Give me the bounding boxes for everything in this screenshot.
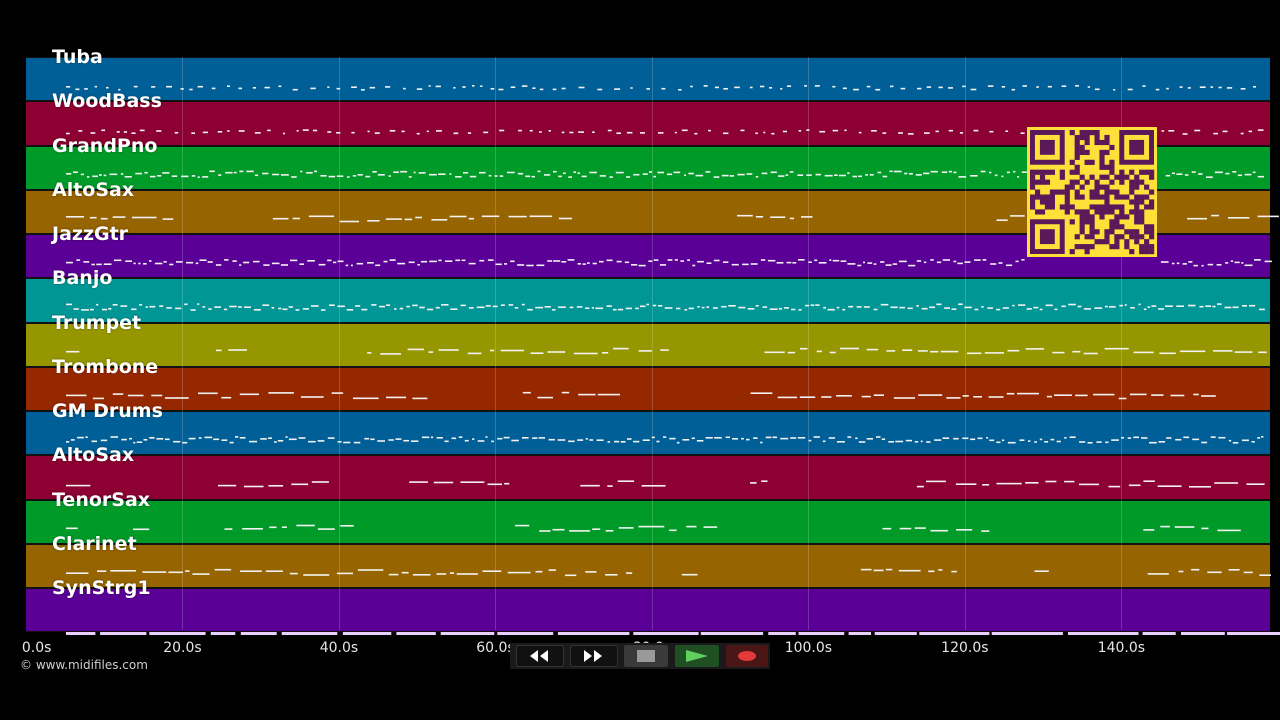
- track-lane: [26, 499, 1270, 544]
- copyright-text: © www.midifiles.com: [20, 658, 148, 672]
- track-name: Clarinet: [52, 532, 137, 555]
- rewind-button[interactable]: [516, 645, 564, 667]
- track-lane: [26, 322, 1270, 367]
- tick-label: 20.0s: [163, 640, 202, 656]
- track-lane: [26, 57, 1270, 102]
- fast-forward-icon: [584, 650, 602, 662]
- tick-label: 140.0s: [1097, 640, 1146, 656]
- gridline: [808, 57, 810, 630]
- track-lane: [26, 278, 1270, 323]
- stop-icon: [637, 650, 655, 662]
- transport-controls: [510, 643, 770, 669]
- track-lane: [26, 455, 1270, 500]
- track-name: Trumpet: [52, 311, 142, 334]
- track-lane: [26, 411, 1270, 456]
- record-icon: [738, 651, 756, 661]
- rewind-icon: [530, 650, 548, 662]
- track-name: WoodBass: [52, 90, 162, 113]
- track-name: Trombone: [52, 355, 159, 378]
- gridline: [651, 57, 653, 630]
- gridline: [495, 57, 497, 630]
- track-name: AltoSax: [52, 178, 135, 201]
- track-name: TenorSax: [52, 488, 151, 511]
- gridline: [338, 57, 340, 630]
- gridline: [182, 57, 184, 630]
- stop-button[interactable]: [624, 645, 668, 667]
- record-button[interactable]: [726, 645, 768, 667]
- qr-code-icon[interactable]: [1027, 127, 1157, 257]
- tick-label: 120.0s: [941, 640, 989, 656]
- track-lane: [26, 366, 1270, 411]
- track-name: GrandPno: [52, 134, 158, 157]
- track-name: JazzGtr: [52, 223, 129, 245]
- track-name: AltoSax: [52, 444, 135, 467]
- fast-forward-button[interactable]: [570, 645, 618, 667]
- tick-label: 40.0s: [319, 640, 359, 656]
- track-name: Banjo: [52, 267, 113, 290]
- track-lane: [26, 588, 1270, 633]
- tick-label: 0.0s: [21, 640, 52, 656]
- tick-label: 60.0s: [476, 640, 515, 656]
- play-icon: [686, 650, 708, 662]
- track-name: GM Drums: [52, 400, 163, 422]
- track-name: SynStrg1: [52, 577, 151, 599]
- tick-label: 100.0s: [784, 640, 833, 656]
- play-button[interactable]: [675, 645, 719, 667]
- track-name: Tuba: [52, 46, 103, 68]
- track-lane: [26, 543, 1270, 588]
- gridline: [964, 57, 966, 630]
- gridline: [1121, 57, 1123, 630]
- track-notes: [66, 632, 1280, 635]
